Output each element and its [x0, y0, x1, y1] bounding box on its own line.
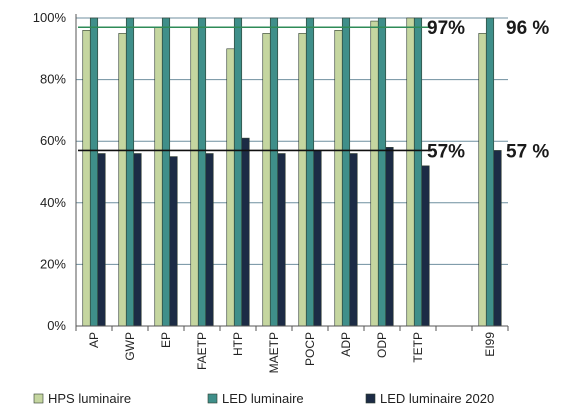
bar-maetp-s2 [277, 153, 286, 327]
x-category-label: POCP [303, 332, 317, 366]
y-tick-label: 40% [40, 195, 66, 210]
reference-label-ei99-97: 96 % [506, 18, 549, 39]
bar-ei99-s2 [493, 150, 502, 327]
y-tick-label: 20% [40, 256, 66, 271]
y-tick-label: 60% [40, 133, 66, 148]
bar-faetp-s0 [190, 26, 199, 327]
bar-tetp-s0 [406, 17, 415, 327]
bar-tetp-s1 [413, 17, 423, 327]
x-category-label: MAETP [267, 332, 281, 373]
bar-ep-s0 [154, 26, 163, 327]
bar-htp-s0 [226, 48, 235, 327]
axes [75, 14, 509, 331]
bar-adp-s1 [341, 17, 351, 327]
x-category-label: FAETP [195, 332, 209, 370]
x-category-label: ADP [339, 332, 353, 357]
bar-pocp-s1 [305, 17, 315, 327]
bar-ep-s1 [161, 17, 171, 327]
legend-swatch-s1 [207, 393, 218, 404]
y-axis-ticks: 0% 20% 40% 60% 80% 100% [33, 10, 67, 333]
bar-ei99-s1 [485, 17, 495, 327]
legend-label-s2: LED luminaire 2020 [380, 391, 494, 406]
x-category-label: EP [159, 332, 173, 348]
legend-label-s1: LED luminaire [222, 391, 304, 406]
bar-odp-s0 [370, 20, 379, 327]
legend-swatch-s0 [33, 393, 44, 404]
bar-gwp-s1 [125, 17, 135, 327]
x-category-label: GWP [123, 332, 137, 361]
bar-htp-s1 [233, 17, 243, 327]
reference-lines: 97% 96 % 57% 57 % [78, 18, 549, 162]
bar-gwp-s0 [118, 33, 127, 327]
bar-ap-s0 [82, 30, 91, 327]
grid-lines [76, 17, 508, 265]
reference-label-ei99-57: 57 % [506, 141, 549, 162]
bar-faetp-s1 [197, 17, 207, 327]
bar-odp-s1 [377, 17, 387, 327]
y-tick-label: 0% [47, 318, 66, 333]
bars [82, 17, 502, 327]
x-category-label: AP [87, 332, 101, 348]
bar-ap-s2 [97, 153, 106, 327]
bar-adp-s2 [349, 153, 358, 327]
y-tick-label: 80% [40, 72, 66, 87]
bar-htp-s2 [241, 137, 250, 327]
bar-maetp-s1 [269, 17, 279, 327]
bar-odp-s2 [385, 147, 394, 327]
y-tick-label: 100% [33, 10, 67, 25]
legend-label-s0: HPS luminaire [48, 391, 131, 406]
bar-pocp-s0 [298, 33, 307, 327]
bar-gwp-s2 [133, 153, 142, 327]
bar-tetp-s2 [421, 165, 430, 327]
legend: HPS luminaire LED luminaire LED luminaire … [33, 391, 494, 406]
x-category-label: ODP [375, 332, 389, 358]
reference-label-97: 97% [427, 18, 465, 39]
legend-swatch-s2 [365, 393, 376, 404]
x-category-label: TETP [411, 332, 425, 363]
bar-adp-s0 [334, 30, 343, 327]
bar-ei99-s0 [478, 33, 487, 327]
x-category-label: HTP [231, 332, 245, 356]
x-category-label: EI99 [483, 332, 497, 357]
x-axis-labels: AP GWP EP FAETP HTP MAETP POCP ADP ODP TETP EI99 [87, 332, 497, 374]
bar-ep-s2 [169, 156, 178, 327]
bar-pocp-s2 [313, 150, 322, 327]
bar-maetp-s0 [262, 33, 271, 327]
reference-label-57: 57% [427, 141, 465, 162]
bar-faetp-s2 [205, 153, 214, 327]
bar-ap-s1 [89, 17, 99, 327]
